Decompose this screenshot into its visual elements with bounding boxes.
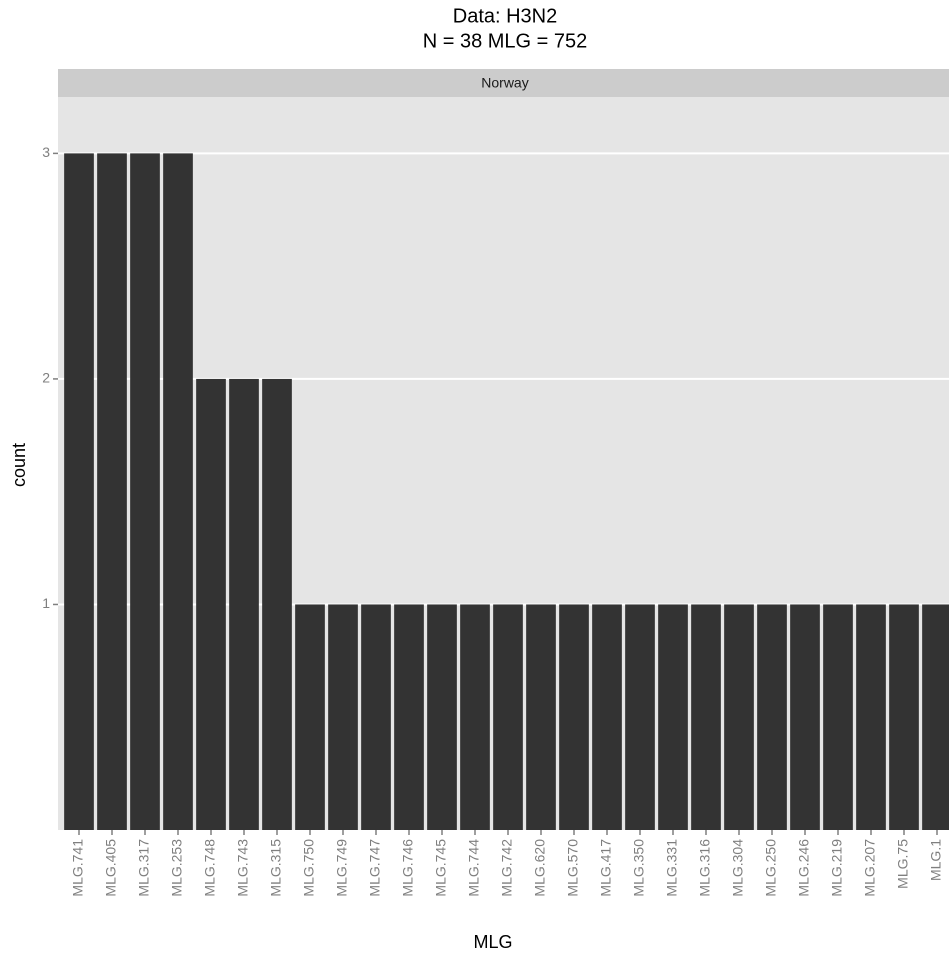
x-tick-label: MLG.253 bbox=[169, 839, 185, 897]
bar bbox=[856, 604, 886, 830]
x-tick-label: MLG.746 bbox=[400, 839, 416, 897]
x-tick-label: MLG.749 bbox=[334, 839, 350, 897]
x-axis-title: MLG bbox=[473, 932, 512, 952]
y-tick-label: 3 bbox=[42, 144, 50, 160]
facet-label: Norway bbox=[481, 75, 528, 91]
bar bbox=[592, 604, 622, 830]
x-tick-label: MLG.75 bbox=[895, 839, 911, 889]
bar bbox=[724, 604, 754, 830]
bar bbox=[658, 604, 688, 830]
x-tick-label: MLG.743 bbox=[235, 839, 251, 897]
bar bbox=[262, 378, 292, 830]
x-tick-label: MLG.741 bbox=[70, 839, 86, 897]
bar bbox=[64, 153, 94, 830]
x-tick-label: MLG.570 bbox=[565, 839, 581, 897]
x-tick-label: MLG.747 bbox=[367, 839, 383, 897]
bar bbox=[691, 604, 721, 830]
chart-subtitle: N = 38 MLG = 752 bbox=[423, 30, 588, 52]
bar bbox=[361, 604, 391, 830]
facet-strip bbox=[58, 69, 949, 97]
chart-title: Data: H3N2 bbox=[453, 5, 558, 27]
y-tick-label: 1 bbox=[42, 595, 50, 611]
x-tick-label: MLG.304 bbox=[730, 839, 746, 897]
bar bbox=[625, 604, 655, 830]
bar bbox=[295, 604, 325, 830]
x-tick-label: MLG.316 bbox=[697, 839, 713, 897]
bar bbox=[823, 604, 853, 830]
x-tick-label: MLG.219 bbox=[829, 839, 845, 897]
bar bbox=[790, 604, 820, 830]
x-tick-label: MLG.207 bbox=[862, 839, 878, 897]
x-tick-label: MLG.620 bbox=[532, 839, 548, 897]
bar bbox=[97, 153, 127, 830]
x-tick-label: MLG.417 bbox=[598, 839, 614, 897]
x-tick-label: MLG.331 bbox=[664, 839, 680, 897]
x-tick-label: MLG.742 bbox=[499, 839, 515, 897]
bar bbox=[130, 153, 160, 830]
bar bbox=[163, 153, 193, 830]
x-tick-label: MLG.350 bbox=[631, 839, 647, 897]
x-tick-label: MLG.748 bbox=[202, 839, 218, 897]
x-tick-label: MLG.250 bbox=[763, 839, 779, 897]
bar bbox=[559, 604, 589, 830]
bar bbox=[526, 604, 556, 830]
y-axis-title: count bbox=[9, 443, 29, 487]
bar bbox=[427, 604, 457, 830]
bar bbox=[493, 604, 523, 830]
x-tick-label: MLG.317 bbox=[136, 839, 152, 897]
x-tick-label: MLG.750 bbox=[301, 839, 317, 897]
bar bbox=[889, 604, 919, 830]
x-tick-label: MLG.745 bbox=[433, 839, 449, 897]
bar bbox=[229, 378, 259, 830]
x-tick-label: MLG.405 bbox=[103, 839, 119, 897]
bar bbox=[196, 378, 226, 830]
bar bbox=[328, 604, 358, 830]
y-tick-label: 2 bbox=[42, 370, 50, 386]
x-tick-label: MLG.315 bbox=[268, 839, 284, 897]
bar bbox=[922, 604, 949, 830]
x-tick-label: MLG.744 bbox=[466, 839, 482, 897]
bar bbox=[757, 604, 787, 830]
x-tick-label: MLG.1 bbox=[928, 839, 944, 881]
x-tick-label: MLG.246 bbox=[796, 839, 812, 897]
bar bbox=[460, 604, 490, 830]
bar bbox=[394, 604, 424, 830]
